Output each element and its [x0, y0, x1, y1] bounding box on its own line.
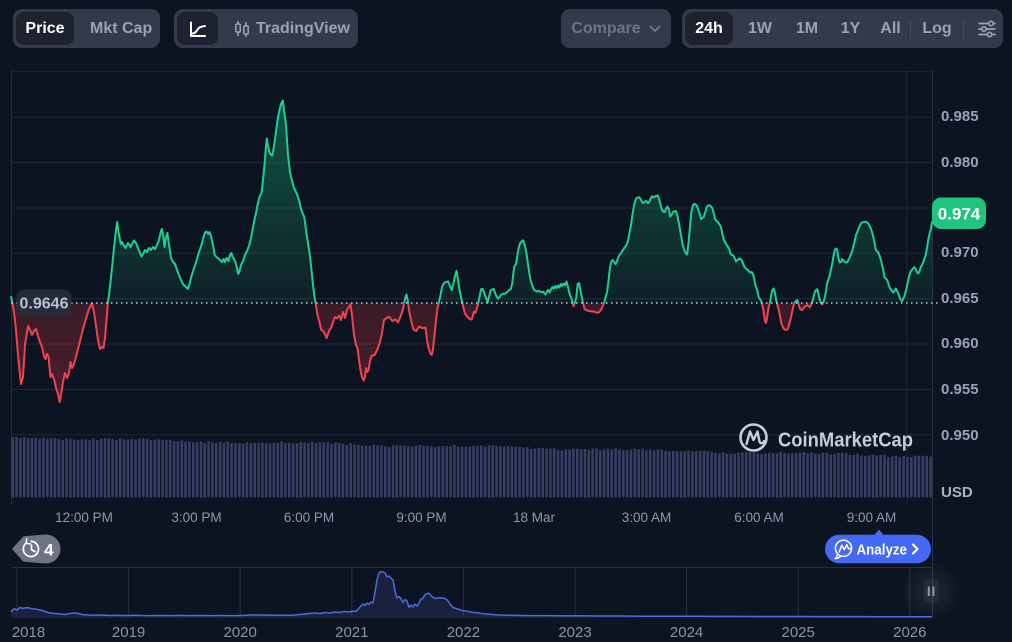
svg-text:CoinMarketCap: CoinMarketCap	[778, 430, 913, 452]
svg-text:4: 4	[44, 541, 54, 560]
svg-text:Analyze: Analyze	[857, 542, 908, 559]
svg-text:0.9646: 0.9646	[20, 296, 69, 313]
svg-text:0.974: 0.974	[938, 205, 981, 224]
